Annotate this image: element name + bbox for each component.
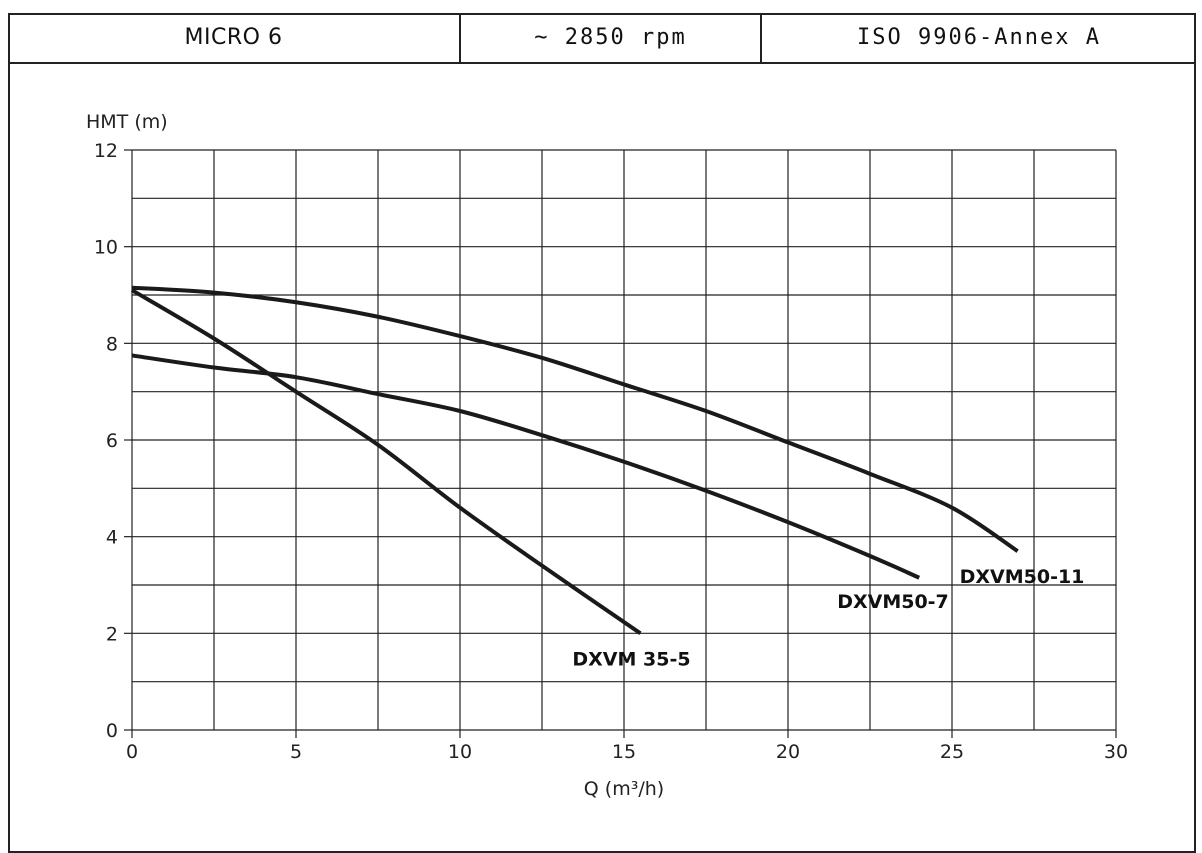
model-label: MICRO 6 (8, 13, 461, 62)
x-tick-label: 0 (126, 741, 138, 763)
y-tick-label: 2 (106, 623, 118, 645)
series-label-dxvm-35-5: DXVM 35-5 (572, 648, 690, 670)
chart-header: MICRO 6 ~ 2850 rpm ISO 9906-Annex A (8, 13, 1196, 64)
y-tick-label: 0 (106, 720, 118, 742)
x-tick-label: 15 (612, 741, 636, 763)
series-line-dxvm50-7 (131, 353, 921, 580)
tick-labels: 0 5 10 15 20 25 30 0 2 4 6 8 10 12 (94, 140, 1128, 763)
grid (124, 149, 1117, 738)
series-label-dxvm50-11: DXVM50-11 (960, 566, 1085, 588)
y-tick-label: 12 (94, 140, 118, 162)
y-axis-label: HMT (m) (86, 111, 168, 133)
y-tick-label: 10 (94, 237, 118, 259)
y-tick-label: 8 (106, 333, 118, 355)
x-tick-label: 25 (940, 741, 964, 763)
speed-label: ~ 2850 rpm (461, 13, 762, 62)
standard-label: ISO 9906-Annex A (857, 25, 1101, 50)
x-tick-label: 30 (1104, 741, 1128, 763)
series-line-dxvm-35-5 (130, 288, 642, 635)
series-labels: DXVM 35-5 DXVM50-7 DXVM50-11 (572, 566, 1084, 670)
x-tick-label: 20 (776, 741, 800, 763)
x-tick-label: 5 (290, 741, 302, 763)
series-line-dxvm50-11 (131, 285, 1019, 553)
y-tick-label: 6 (106, 430, 118, 452)
series-lines (130, 285, 1019, 635)
x-axis-label: Q (m³/h) (584, 778, 664, 800)
y-tick-label: 4 (106, 527, 118, 549)
series-label-dxvm50-7: DXVM50-7 (837, 591, 949, 613)
x-tick-label: 10 (448, 741, 472, 763)
